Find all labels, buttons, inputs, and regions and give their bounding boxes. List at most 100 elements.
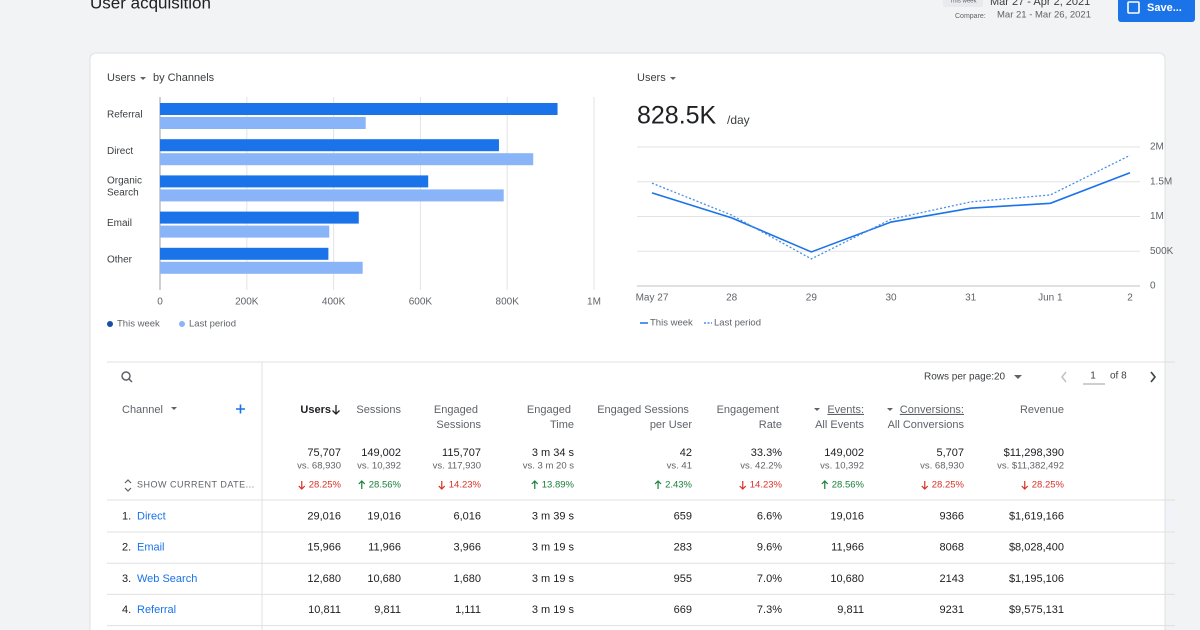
column-header[interactable]: Conversions:	[900, 404, 964, 416]
channel-dropdown[interactable]	[171, 407, 177, 410]
line-series	[651, 154, 1131, 260]
x-tick-label: 1M	[587, 297, 601, 308]
column-header[interactable]: Users	[300, 404, 331, 416]
table-cell: 7.3%	[757, 604, 782, 616]
search-icon-handle	[128, 378, 133, 383]
table-cell: 9366	[940, 510, 964, 522]
total-value: 3 m 34 s	[532, 447, 575, 459]
column-header[interactable]: Revenue	[1020, 404, 1064, 416]
total-value: 75,707	[307, 447, 341, 459]
show-dates[interactable]: SHOW CURRENT DATE...	[137, 479, 255, 489]
column-header[interactable]: Events:	[827, 404, 864, 416]
metric-dropdown[interactable]	[140, 77, 146, 80]
column-header[interactable]: Engaged Time	[527, 404, 574, 431]
channel-link[interactable]: Referral	[137, 604, 176, 616]
category-label: Referral	[107, 110, 143, 121]
total-value: $11,298,390	[1004, 447, 1064, 459]
table-cell: 669	[674, 604, 692, 616]
table-cell: 283	[674, 542, 692, 554]
add-dimension[interactable]	[236, 404, 245, 414]
channel-link[interactable]: Web Search	[137, 573, 197, 585]
total-compare: vs. 68,930	[920, 461, 964, 472]
bar	[160, 175, 429, 188]
total-compare: vs. 41	[667, 461, 692, 472]
metric-selector[interactable]: Users	[107, 72, 136, 84]
row-rank: 4.	[122, 604, 131, 616]
total-compare: vs. 10,392	[820, 461, 864, 472]
next-page[interactable]	[1150, 371, 1157, 383]
row-rank: 2.	[122, 542, 131, 554]
table-cell: 6,016	[453, 510, 481, 522]
save-icon	[1127, 1, 1140, 14]
table-cell: 8068	[940, 542, 964, 554]
table-cell: 11,966	[368, 542, 401, 554]
table-cell: 10,811	[308, 604, 341, 616]
period-label: This week	[949, 0, 977, 5]
channel-link[interactable]: Email	[137, 542, 165, 554]
channel-link[interactable]: Direct	[137, 510, 166, 522]
table-cell: 9,811	[837, 604, 864, 616]
total-compare: vs. $11,382,492	[997, 461, 1064, 472]
column-header[interactable]: Engagement Rate	[717, 404, 782, 431]
conversions-dropdown[interactable]	[887, 408, 893, 411]
x-tick-label: May 27	[636, 293, 669, 304]
x-tick-label: 2	[1127, 293, 1133, 304]
change-arrow	[739, 481, 747, 490]
events-dropdown[interactable]	[814, 408, 820, 411]
column-header[interactable]: Engaged Sessions per User	[597, 404, 692, 431]
category-label: Email	[107, 218, 132, 229]
bar	[160, 189, 504, 202]
search-icon[interactable]	[121, 371, 131, 381]
legend-swatch	[107, 321, 113, 327]
y-tick-label: 2M	[1150, 142, 1164, 153]
total-change: 13.89%	[542, 480, 575, 491]
rows-dropdown[interactable]	[1014, 375, 1022, 379]
compare-period: Mar 21 - Mar 26, 2021	[997, 10, 1091, 21]
total-compare: vs. 3 m 20 s	[523, 461, 574, 472]
column-header[interactable]: Channel	[122, 404, 163, 416]
table-cell: 1,680	[453, 573, 481, 585]
save-label[interactable]: Save...	[1147, 2, 1182, 14]
metric-selector[interactable]: Users	[637, 72, 666, 84]
metric-dropdown[interactable]	[670, 77, 676, 80]
page-number[interactable]: 1	[1090, 371, 1096, 382]
legend-swatch	[179, 321, 185, 327]
table-cell: 10,680	[830, 573, 864, 585]
column-header[interactable]: Engaged Sessions	[434, 404, 482, 431]
total-change: 28.25%	[932, 480, 965, 491]
table-cell: 19,016	[367, 510, 401, 522]
change-arrow	[438, 481, 446, 490]
bar	[160, 117, 366, 129]
rows-per-page[interactable]: 20	[994, 372, 1006, 383]
x-tick-label: 600K	[409, 297, 433, 308]
total-change: 28.25%	[309, 480, 342, 491]
total-value: 5,707	[936, 447, 964, 459]
sort-indicator[interactable]	[332, 405, 340, 415]
prev-page[interactable]	[1061, 371, 1067, 383]
total-compare: vs. 117,930	[433, 461, 481, 472]
table-cell: 11,966	[831, 542, 864, 554]
table-cell: 659	[674, 510, 692, 522]
table-cell: 3 m 19 s	[532, 573, 575, 585]
table-cell: 3 m 39 s	[532, 510, 575, 522]
change-arrow	[531, 480, 539, 489]
x-tick-label: 31	[965, 293, 977, 304]
table-cell: 19,016	[830, 510, 864, 522]
legend-label: Last period	[714, 318, 761, 329]
expand-icon[interactable]	[124, 479, 132, 492]
table-cell: $8,028,400	[1009, 542, 1064, 554]
bar	[160, 211, 359, 224]
y-tick-label: 1M	[1150, 211, 1164, 222]
total-change: 14.23%	[449, 480, 482, 491]
column-header[interactable]: Sessions	[356, 404, 401, 416]
change-arrow	[298, 481, 306, 490]
category-label: Organic Search	[107, 175, 145, 198]
save-button[interactable]	[1118, 0, 1195, 22]
rows-per-page-label: Rows per page:	[924, 372, 994, 383]
bar	[160, 261, 363, 274]
x-tick-label: 0	[157, 297, 163, 308]
table-cell: 9.6%	[757, 542, 782, 554]
x-tick-label: 29	[806, 293, 818, 304]
compare-label: Compare:	[955, 13, 986, 20]
